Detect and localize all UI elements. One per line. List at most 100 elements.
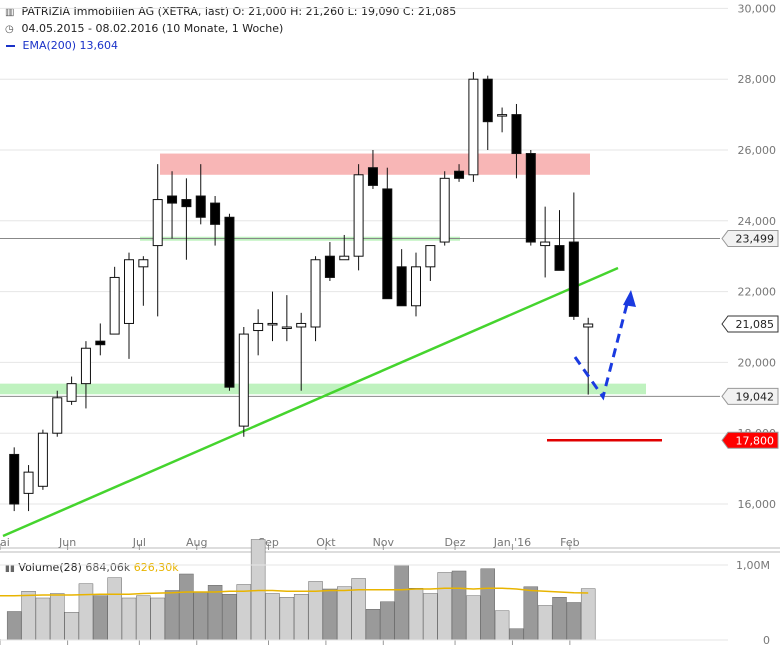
- price-label-text: 21,085: [736, 318, 775, 331]
- volume-bar: [150, 597, 165, 641]
- candle-body: [66, 383, 77, 402]
- candle: [497, 107, 508, 133]
- candle: [468, 72, 479, 182]
- candle-body: [9, 453, 20, 505]
- volume-bar: [552, 597, 567, 641]
- volume-bar: [164, 590, 180, 641]
- volume-icon: ▮▮: [5, 564, 15, 574]
- candle: [296, 312, 307, 391]
- candle-body: [52, 397, 63, 434]
- trendline: [2, 266, 619, 538]
- volume-bar: [293, 594, 309, 641]
- volume-legend[interactable]: ▮▮ Volume(28) 684,06k 626,30k: [5, 561, 179, 574]
- price-label-text: 19,042: [736, 390, 775, 403]
- candle-body: [138, 259, 149, 268]
- candle-body: [95, 340, 106, 346]
- volume-bar: [566, 602, 582, 641]
- ema-legend-swatch: [6, 45, 15, 47]
- volume-bar: [93, 595, 108, 641]
- candle-body: [583, 323, 594, 328]
- candle: [152, 164, 163, 317]
- x-tick-label: Feb: [560, 536, 579, 549]
- volume-bar: [6, 611, 22, 641]
- volume-bar: [78, 583, 94, 641]
- candle-body: [554, 245, 565, 271]
- ema-value: 13,604: [79, 39, 119, 52]
- volume-bar: [50, 593, 65, 641]
- candle: [267, 291, 278, 342]
- candle-body: [267, 322, 278, 326]
- candle-body: [37, 432, 48, 487]
- y-tick-label: 20,000: [738, 356, 777, 369]
- volume-bar: [35, 597, 51, 641]
- candle: [9, 447, 20, 512]
- y-tick-label: 16,000: [738, 498, 777, 511]
- candle-body: [324, 255, 335, 278]
- candle: [439, 171, 450, 246]
- candle-body: [152, 199, 163, 247]
- candle-body: [468, 78, 479, 176]
- candle-body: [568, 241, 579, 317]
- candle: [568, 192, 579, 320]
- volume-bar: [451, 570, 467, 641]
- x-tick-label: Jul: [132, 536, 146, 549]
- ema-label: EMA(200): [22, 39, 77, 52]
- volume-bar: [423, 593, 438, 641]
- ema-legend[interactable]: EMA(200) 13,604: [5, 39, 118, 52]
- candle: [109, 266, 120, 335]
- price-label: 19,042: [721, 387, 779, 405]
- volume-tick-label: 0: [763, 634, 770, 645]
- volume-average-value: 626,30k: [133, 561, 179, 574]
- volume-bar: [64, 612, 79, 641]
- period-text: 04.05.2015 - 08.02.2016 (10 Monate, 1 Wo…: [21, 22, 284, 35]
- volume-bar: [365, 609, 381, 641]
- volume-value: 684,06k: [85, 561, 131, 574]
- volume-tick-label: 1,00M: [736, 559, 770, 572]
- volume-bar: [408, 588, 424, 641]
- candle-body: [124, 259, 134, 324]
- volume-bar: [121, 597, 137, 641]
- candle: [195, 164, 206, 225]
- candle: [124, 252, 134, 359]
- volume-bar: [337, 586, 352, 641]
- candle: [181, 178, 192, 260]
- projection-arrow-head: [623, 290, 636, 307]
- price-label-box: [721, 431, 779, 449]
- candle-body: [296, 322, 307, 328]
- chart-icon: ▥: [5, 7, 15, 18]
- candle: [367, 150, 378, 189]
- candle: [138, 256, 149, 306]
- candle-body: [109, 276, 120, 335]
- volume-bar: [394, 564, 409, 641]
- candle-body: [425, 245, 436, 268]
- candle: [210, 196, 221, 246]
- price-label-box: [721, 230, 779, 248]
- zone-support-low: [0, 383, 646, 395]
- volume-bar: [351, 578, 366, 641]
- candle-body: [167, 195, 178, 204]
- candle: [353, 164, 364, 271]
- candle-body: [411, 266, 421, 307]
- candle: [525, 150, 536, 246]
- candle-body: [80, 347, 91, 385]
- candle: [324, 242, 335, 281]
- y-tick-label: 22,000: [738, 286, 777, 299]
- candle-body: [210, 202, 221, 225]
- candle: [80, 341, 91, 409]
- volume-bar: [580, 588, 596, 641]
- x-tick-label: Aug: [186, 536, 207, 549]
- candle: [37, 429, 48, 490]
- candle: [454, 164, 465, 182]
- volume-bar: [380, 601, 395, 641]
- volume-bar: [537, 605, 553, 641]
- candle-body: [540, 241, 551, 247]
- candle-body: [454, 170, 465, 179]
- volume-bar: [179, 573, 194, 641]
- candle: [425, 245, 436, 281]
- candle: [411, 252, 421, 317]
- y-tick-label: 24,000: [738, 215, 777, 228]
- candle-body: [382, 188, 393, 300]
- candle-body: [224, 216, 235, 388]
- volume-bar: [279, 597, 295, 641]
